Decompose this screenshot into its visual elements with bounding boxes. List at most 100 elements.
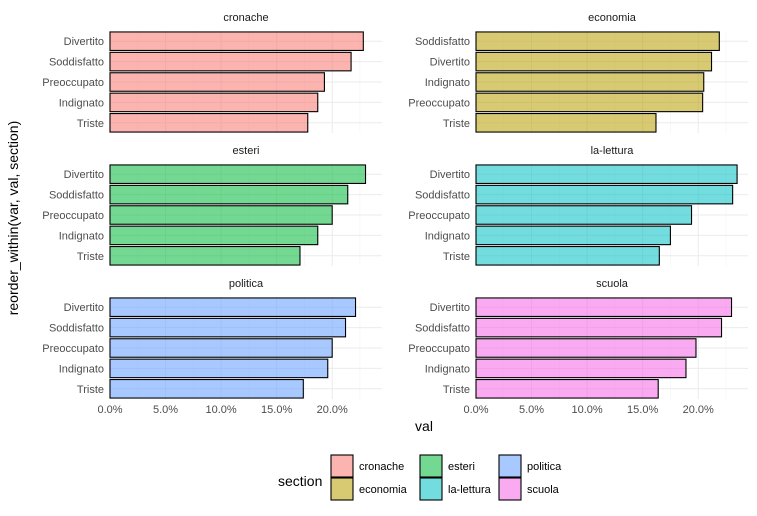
bar-triste [109,113,309,133]
x-tick-label: 5.0% [153,404,178,416]
legend-swatch [419,477,443,501]
category-label: Preoccupato [408,343,470,355]
category-label: Indignato [59,363,104,375]
bar-triste [109,378,304,399]
legend-item-politica: politica [498,454,562,478]
bar-preoccupato [109,338,333,358]
legend: cronache economia esteri la-lettura politica… [330,454,562,501]
panel-economia: economia Soddisfatto Divertito Indignato Pre… [408,12,748,133]
x-tick-label: 0.0% [463,404,488,416]
facet-panels: cronache Divertito Soddisfatto Preoccupato I… [42,12,748,416]
strip-label: esteri [233,145,260,157]
category-label: Divertito [430,57,470,69]
category-label: Indignato [59,97,104,109]
bar-indignato [475,225,671,246]
category-label: Indignato [425,363,470,375]
legend-label: politica [527,461,562,473]
bar-indignato [109,358,329,379]
x-tick-label: 20.0% [683,404,714,416]
category-label: Triste [443,251,470,263]
legend-label: economia [359,484,408,496]
category-label: Soddisfatto [49,57,104,69]
bar-indignato [475,358,687,379]
category-label: Divertito [64,36,104,48]
category-label: Triste [443,384,470,396]
bar-divertito [109,297,357,318]
category-label: Divertito [430,302,470,314]
x-tick-label: 15.0% [627,404,658,416]
bar-preoccupato [109,205,333,225]
panel-politica: politica Divertito Soddisfatto Preoccupato I… [42,278,382,416]
category-label: Indignato [425,77,470,89]
strip-label: politica [229,278,264,290]
category-label: Soddisfatto [415,323,470,335]
x-tick-label: 15.0% [261,404,292,416]
legend-swatch [330,454,354,478]
category-label: Divertito [64,302,104,314]
category-label: Triste [77,384,104,396]
bar-triste [475,113,657,133]
x-tick-label: 5.0% [519,404,544,416]
strip-label: economia [588,12,637,24]
panel-esteri: esteri Divertito Soddisfatto Preoccupato Ind… [42,145,382,266]
bar-soddisfatto [475,317,723,338]
x-axis-title: val [415,418,433,434]
category-label: Divertito [64,169,104,181]
x-tick-label: 0.0% [97,404,122,416]
legend-item-scuola: scuola [498,477,560,501]
bar-divertito [109,31,364,52]
bar-preoccupato [109,72,325,92]
bar-indignato [109,225,319,246]
legend-label: cronache [359,461,404,473]
legend-title: section [278,473,322,489]
x-tick-label: 10.0% [205,404,236,416]
category-label: Soddisfatto [49,323,104,335]
bar-divertito [475,51,713,72]
bar-soddisfatto [475,31,720,52]
bar-divertito [109,164,367,184]
legend-item-cronache: cronache [330,454,404,478]
category-label: Triste [443,118,470,130]
category-label: Triste [77,118,104,130]
bar-soddisfatto [109,51,352,72]
bar-preoccupato [475,92,704,113]
legend-label: esteri [448,461,475,473]
category-label: Preoccupato [408,210,470,222]
category-label: Soddisfatto [49,190,104,202]
bar-indignato [475,72,705,92]
y-axis-title: reorder_within(var, val, section) [5,121,21,316]
panel-scuola: scuola Divertito Soddisfatto Preoccupato Ind… [408,278,748,416]
legend-swatch [330,477,354,501]
category-label: Indignato [59,230,104,242]
panel-la-lettura: la-lettura Divertito Soddisfatto Preoccupat… [408,145,748,266]
bar-indignato [109,92,319,113]
category-label: Soddisfatto [415,190,470,202]
bar-soddisfatto [109,317,347,338]
bar-triste [475,378,659,399]
x-tick-label: 20.0% [317,404,348,416]
bar-soddisfatto [475,184,734,205]
bar-divertito [475,297,733,318]
bar-preoccupato [475,338,697,358]
x-tick-label: 10.0% [571,404,602,416]
bar-triste [109,246,301,266]
strip-label: la-lettura [591,145,635,157]
legend-item-la-lettura: la-lettura [419,477,492,501]
category-label: Divertito [430,169,470,181]
bar-preoccupato [475,205,693,225]
bar-soddisfatto [109,184,349,205]
legend-swatch [498,477,522,501]
category-label: Triste [77,251,104,263]
legend-swatch [419,454,443,478]
category-label: Preoccupato [42,343,104,355]
panel-cronache: cronache Divertito Soddisfatto Preoccupato I… [42,12,382,133]
legend-label: la-lettura [448,484,492,496]
legend-item-esteri: esteri [419,454,475,478]
category-label: Preoccupato [42,77,104,89]
bar-divertito [475,164,738,184]
legend-label: scuola [527,484,560,496]
category-label: Soddisfatto [415,36,470,48]
legend-swatch [498,454,522,478]
category-label: Preoccupato [42,210,104,222]
